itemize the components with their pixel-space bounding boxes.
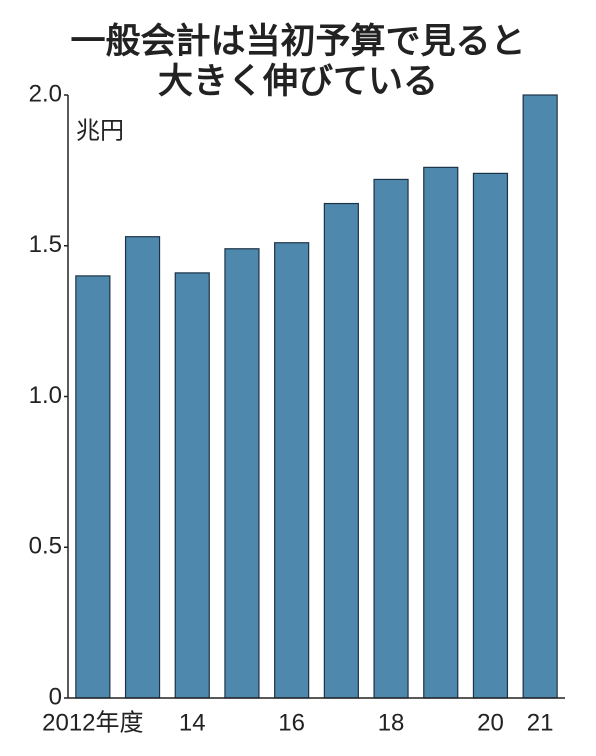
unit-label: 兆円 [76,117,124,144]
x-tick-label: 20 [477,709,504,736]
bar [472,172,509,699]
y-tick-label: 0 [49,683,62,710]
x-tick-label: 18 [378,709,405,736]
bar [323,202,359,699]
x-tick-label: 16 [278,709,305,736]
bar [274,242,310,699]
bar [423,166,459,699]
y-tick-label: 0.5 [29,533,62,560]
bar [124,236,161,699]
bar [75,275,111,699]
bar [174,272,210,699]
y-tick-label: 1.0 [29,382,62,409]
y-tick-label: 2.0 [29,80,62,107]
x-tick-label: 14 [179,709,206,736]
bar [373,178,409,699]
bar [224,248,260,699]
chart-title: 一般会計は当初予算で見ると [70,22,525,62]
y-tick-label: 1.5 [29,231,62,258]
x-tick-label: 2012年度 [42,709,143,736]
bar [522,94,558,699]
x-tick-label: 21 [527,709,554,736]
chart-title: 大きく伸びている [158,62,438,102]
